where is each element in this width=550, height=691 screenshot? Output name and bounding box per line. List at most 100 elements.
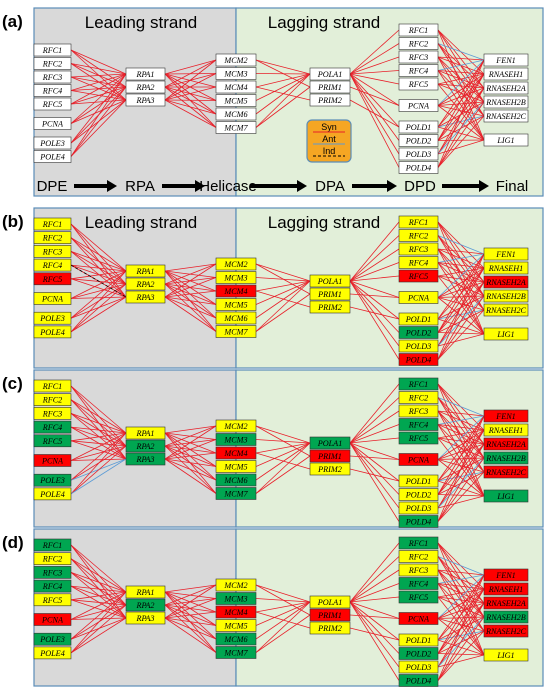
gene-node-box [33,231,72,244]
gene-node-label: PCNA [407,102,430,111]
gene-node-label: RFC3 [408,407,429,416]
gene-node-box [215,632,257,646]
node-column-dpa: POLA1 PRIM1 PRIM2 [309,67,351,107]
edge-dpa-dpd [349,293,400,298]
edge-dpd-fin [437,495,485,509]
edge-dpd-fin [437,267,485,277]
gene-node-label: RNASEH1 [488,585,524,594]
gene-node-box [33,325,72,339]
gene-node-label: PRIM2 [317,624,342,633]
edge-dpa-dpd [349,73,400,106]
gene-node-box [398,256,439,269]
edge-dpa-dpd [349,56,400,75]
edge-dpd-fin [437,383,485,497]
gene-node-label: RFC1 [42,220,63,229]
gene-node-label: MCM2 [223,581,247,590]
edge-dpd-fin [437,574,485,584]
gene-node-label: RFC1 [42,46,63,55]
edge-rpa-mcm [164,584,217,619]
flow-arrow-head [479,180,489,192]
edge-dpe-rpa [70,445,127,461]
edge-dpe-rpa [70,99,127,124]
edge-dpa-dpd [349,556,400,603]
interaction-edges [70,383,485,522]
gene-node-label: POLD1 [405,636,431,645]
gene-node-label: POLD4 [405,677,431,686]
gene-node-box [398,488,439,501]
edge-rpa-mcm [164,59,217,101]
gene-node-label: LIG1 [496,136,514,145]
gene-node-label: MCM6 [223,476,248,485]
gene-node-box [398,633,439,647]
gene-node-box [33,84,72,97]
gene-node-box [398,590,439,604]
edge-dpa-dpd [349,280,400,333]
gene-node-box [398,563,439,577]
gene-node-label: RNASEH2A [485,599,527,608]
edge-dpd-fin [437,56,485,61]
edge-dpe-rpa [70,49,127,75]
legend-label: Ind [323,146,336,156]
panel-b: (b) Leading strand Lagging strandRFC1RFC2R… [2,207,544,369]
stage-label: RPA [125,178,155,195]
gene-node-label: POLD2 [405,650,431,659]
edge-dpa-dpd [349,601,400,641]
gene-node-label: POLA1 [317,439,343,448]
edge-dpd-fin [437,73,485,141]
node-column-dpa: POLA1 PRIM1 PRIM2 [309,274,351,314]
edge-rpa-mcm [164,73,217,101]
gene-node-box [398,242,439,256]
gene-node-box [215,592,257,605]
gene-node-box [215,80,257,94]
edge-dpa-dpd [349,262,400,282]
gene-node-box [483,67,529,81]
edge-dpe-rpa [70,604,127,654]
edge-dpd-fin [437,43,485,61]
edge-dpd-fin [437,248,485,255]
edge-dpd-fin [437,415,485,460]
stage-label: DPE [37,178,68,195]
edge-dpd-fin [437,588,485,654]
edge-dpd-fin [437,281,485,298]
gene-node-label: RFC5 [408,593,429,602]
gene-node-label: RNASEH1 [488,70,524,79]
gene-node-box [398,269,439,283]
node-column-fin: FEN1 RNASEH1 RNASEH2A RNASEH2B RNASEH2C LIG1 [483,53,529,147]
gene-node-box [33,311,72,325]
edge-dpd-fin [437,59,485,168]
gene-node-box [33,393,72,407]
node-column-fin: FEN1 RNASEH1 RNASEH2A RNASEH2B RNASEH2C LIG1 [483,568,529,662]
gene-node-box [398,431,439,445]
gene-node-box [398,77,439,91]
edge-mcm-dpa [255,86,311,128]
gene-node-box [215,67,257,80]
edge-dpd-fin [437,267,485,298]
gene-node-box [215,419,257,433]
edge-dpa-dpd [349,627,400,641]
edge-dpa-dpd [349,442,400,509]
gene-node-box [125,93,166,107]
gene-node-box [398,64,439,77]
gene-node-box [483,275,529,289]
gene-node-box [398,120,439,134]
gene-node-label: FEN1 [495,250,516,259]
gene-node-label: RFC4 [42,423,63,432]
node-column-dpa: POLA1 PRIM1 PRIM2 [309,436,351,476]
gene-node-box [215,460,257,473]
gene-node-box [33,43,72,57]
edge-mcm-dpa [255,584,311,603]
edge-mcm-dpa [255,73,311,115]
edge-dpd-fin [437,73,485,85]
gene-node-label: FEN1 [495,412,516,421]
edge-dpa-dpd [349,29,400,75]
gene-node-label: RPA1 [135,70,154,79]
gene-node-label: MCM4 [223,287,247,296]
gene-node-label: RPA3 [135,614,154,623]
gene-node-label: RFC2 [408,232,429,241]
gene-node-label: MCM3 [223,274,247,283]
gene-node-box [483,95,529,109]
edge-dpe-rpa [70,283,127,333]
gene-node-box [398,612,439,625]
edge-dpd-fin [437,235,485,255]
